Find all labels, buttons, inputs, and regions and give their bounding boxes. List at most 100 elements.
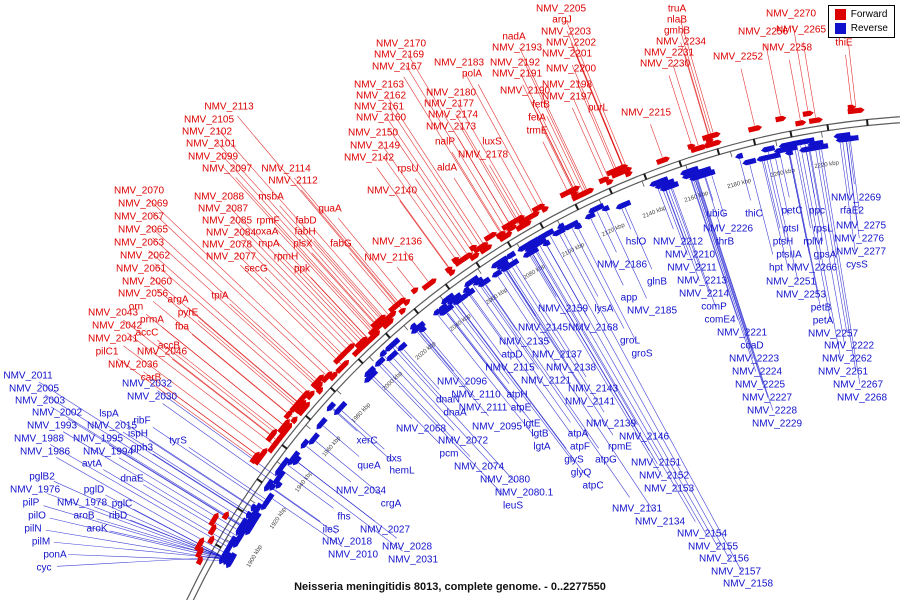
gene-label-reverse: rplM [803,237,822,248]
gene-feature-arrow [496,259,510,270]
gene-feature-arrow [265,429,277,443]
gene-label-forward: polA [462,69,482,80]
leader-line [219,152,374,323]
gene-label-reverse: NMV_2224 [732,367,782,378]
gene-label-reverse: NMV_2121 [521,376,571,387]
gene-label-reverse: NMV_2141 [565,397,615,408]
gene-label-reverse: hpt [769,263,783,274]
gene-label-reverse: NMV_2143 [568,384,618,395]
leader-line [172,358,276,440]
leader-line [143,484,236,540]
gene-feature-arrow [374,359,383,367]
leader-line [313,240,383,319]
leader-line [680,31,714,141]
leader-line [565,19,629,171]
gene-feature-arrow [444,266,453,274]
leader-line [387,105,480,245]
leader-line [522,58,586,190]
gene-feature-arrow [335,359,350,374]
gene-label-forward: NMV_2193 [492,43,542,54]
leader-line [161,326,283,425]
gene-label-forward: prmA [140,315,164,326]
gene-label-reverse: cyc [37,563,52,574]
gene-label-reverse: NMV_1978 [57,498,107,509]
leader-line [294,265,363,338]
leader-line [227,205,359,342]
gene-feature-arrow [483,231,497,242]
gene-feature-arrow [315,387,324,395]
leader-line [572,107,604,178]
gene-feature-arrow [419,325,427,333]
gene-feature-arrow [808,117,823,125]
leader-line [571,228,625,329]
leader-line [381,363,471,457]
leader-line [839,142,856,252]
gene-label-reverse: pglB2 [29,472,55,483]
gene-label-reverse: NMV_2226 [703,224,753,235]
misc-feature-mark [304,414,312,421]
leader-line [150,276,303,407]
gene-label-reverse: NMV_2027 [360,525,410,536]
gene-label-reverse: NMV_1976 [10,485,60,496]
gene-label-reverse: rpmE [608,442,632,453]
gene-label-reverse: NMV_2134 [635,517,685,528]
leader-line [464,73,538,206]
gene-label-forward: NMV_2200 [546,64,596,75]
gene-feature-arrow [665,181,680,190]
gene-feature-arrow [439,304,453,316]
gene-label-reverse: NMV_2111 [459,403,508,414]
leader-line [480,283,630,498]
kbp-tick [250,499,256,504]
gene-label-reverse: lgtE [523,419,541,430]
gene-feature-arrow [462,252,473,262]
gene-label-reverse: pilP [23,498,40,509]
gene-label-reverse: NMV_2266 [787,263,837,274]
leader-line [457,103,524,218]
gene-feature-arrow [688,168,703,178]
gene-feature-arrow [464,274,480,287]
gene-feature-arrow [359,336,368,344]
gene-label-forward: purL [588,103,608,114]
gene-label-reverse: lspA [99,409,119,420]
gene-label-reverse: NMV_2018 [322,537,372,548]
leader-line [179,352,281,434]
leader-line [119,419,255,509]
leader-line [274,489,321,522]
gene-label-forward: NMV_2084 [206,228,256,239]
gene-feature-arrow [248,511,258,522]
leader-line [690,177,757,372]
gene-feature-arrow [250,503,258,512]
leader-line [571,64,618,171]
leader-line [403,76,500,232]
gene-label-forward: NMV_2078 [202,240,252,251]
gene-label-forward: NMV_2067 [114,212,164,223]
gene-label-forward: NMV_2112 [268,176,318,187]
gene-feature-arrow [386,349,399,362]
gene-label-forward: NMV_2192 [490,58,540,69]
leader-line [739,159,751,201]
gene-label-reverse: dxs [386,454,402,465]
misc-feature-mark [357,358,364,365]
leader-line [235,229,349,345]
leader-line [282,470,334,509]
gene-label-reverse: avtA [82,459,102,470]
gene-feature-arrow [735,152,744,159]
kbp-tick-label: 2120 kbp [601,222,627,238]
leader-line [123,345,263,450]
gene-label-reverse: ubiG [706,209,727,220]
gene-feature-arrow [271,435,283,448]
gene-label-reverse: NMV_2221 [717,328,767,339]
gene-label-forward: NMV_2069 [118,199,168,210]
leader-line [191,334,293,418]
gene-label-reverse: NMV_2261 [818,367,868,378]
leader-line [67,418,240,525]
gene-label-reverse: ispH [128,429,148,440]
gene-label-reverse: pilN [24,524,41,535]
leader-line [301,189,402,309]
gene-label-forward: NMV_2056 [118,289,168,300]
gene-label-forward: NMV_2087 [198,204,248,215]
gene-feature-arrow [559,187,576,199]
leader-line [50,406,247,529]
leader-line [506,270,537,317]
gene-label-forward: guaA [318,204,342,215]
